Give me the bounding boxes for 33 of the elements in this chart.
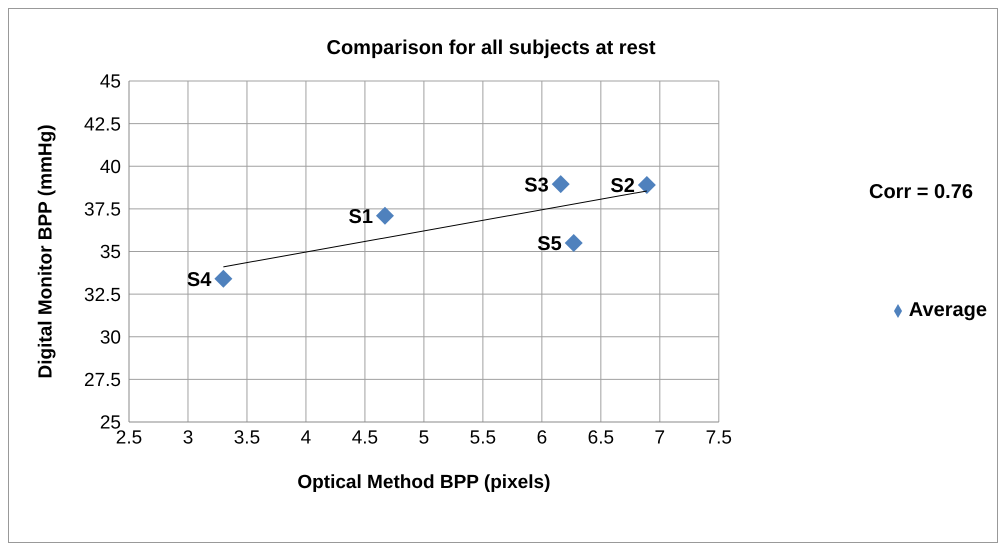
point (638, 176, 656, 194)
y-axis-title: Digital Monitor BPP (mmHg) (36, 124, 57, 379)
y-tick-label: 37.5 (84, 200, 121, 221)
y-tick-label: 45 (100, 72, 121, 93)
chart-title: Comparison for all subjects at rest (326, 37, 656, 60)
x-tick-label: 5.5 (470, 427, 496, 448)
x-tick-label: 6 (536, 427, 548, 448)
point (564, 234, 583, 252)
x-axis-title: Optical Method BPP (pixels) (297, 472, 550, 493)
annotation: S2 (610, 175, 635, 198)
point (376, 206, 394, 225)
x-tick-label: 5 (418, 427, 430, 448)
legend-label: Average (908, 299, 987, 321)
point (552, 175, 570, 194)
x-tick-label: 7.5 (706, 427, 732, 448)
text: Corr = 0.76 (869, 181, 973, 204)
x-tick-label: 4.5 (352, 427, 378, 448)
x-tick-label: 3 (182, 427, 194, 448)
annotation: S3 (524, 174, 549, 196)
y-tick-label: 32.5 (84, 284, 121, 306)
point (214, 270, 232, 288)
y-tick-label: 35 (100, 242, 121, 264)
annotation: S5 (537, 233, 562, 256)
annotation: S1 (348, 206, 373, 228)
x-tick-label: 6.5 (588, 427, 614, 448)
x-tick-label: 3.5 (234, 427, 260, 448)
y-tick-label: 27.5 (84, 370, 121, 392)
y-tick-label: 40 (100, 156, 121, 178)
y-tick-label: 42.5 (84, 114, 121, 136)
annotation: S4 (186, 268, 212, 291)
y-tick-label: 30 (100, 327, 121, 348)
x-tick-label: 4 (300, 427, 312, 448)
x-tick-label: 7 (654, 427, 666, 448)
